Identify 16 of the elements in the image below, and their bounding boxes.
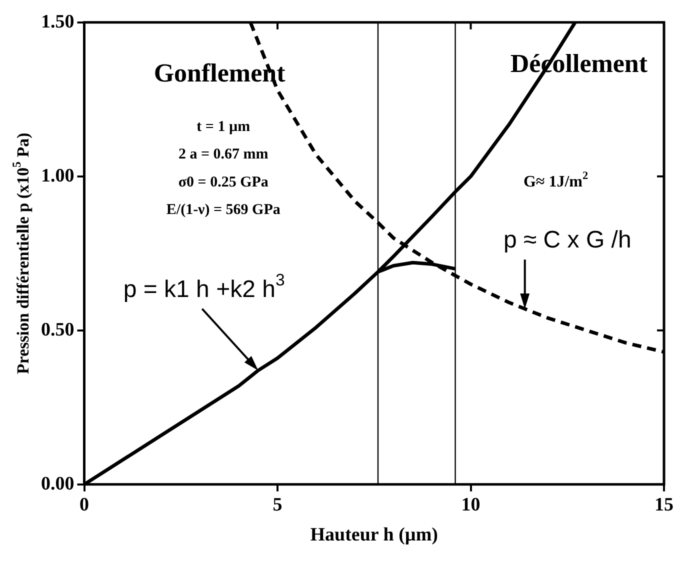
y-tick-label: 1.50 (41, 11, 74, 32)
annotation: t = 1 µm (196, 118, 251, 135)
y-tick-label: 0.50 (41, 319, 74, 340)
x-axis-title: Hauteur h (µm) (310, 524, 438, 546)
y-tick-label: 0.00 (41, 473, 74, 494)
y-tick-label: 1.00 (41, 165, 74, 186)
y-axis-title: Pression différentielle p (x105 Pa) (9, 132, 32, 374)
x-tick-label: 0 (80, 494, 89, 516)
x-tick-label: 15 (654, 494, 674, 516)
annotation: p ≈ C x G /h (503, 226, 632, 254)
annotation: Gonflement (154, 58, 286, 88)
x-tick-label: 5 (272, 494, 282, 516)
annotation: 2 a = 0.67 mm (178, 146, 269, 163)
annotation: σ0 = 0.25 GPa (178, 174, 269, 190)
x-tick-label: 10 (461, 494, 480, 516)
annotation: E/(1-ν) = 569 GPa (166, 202, 281, 218)
